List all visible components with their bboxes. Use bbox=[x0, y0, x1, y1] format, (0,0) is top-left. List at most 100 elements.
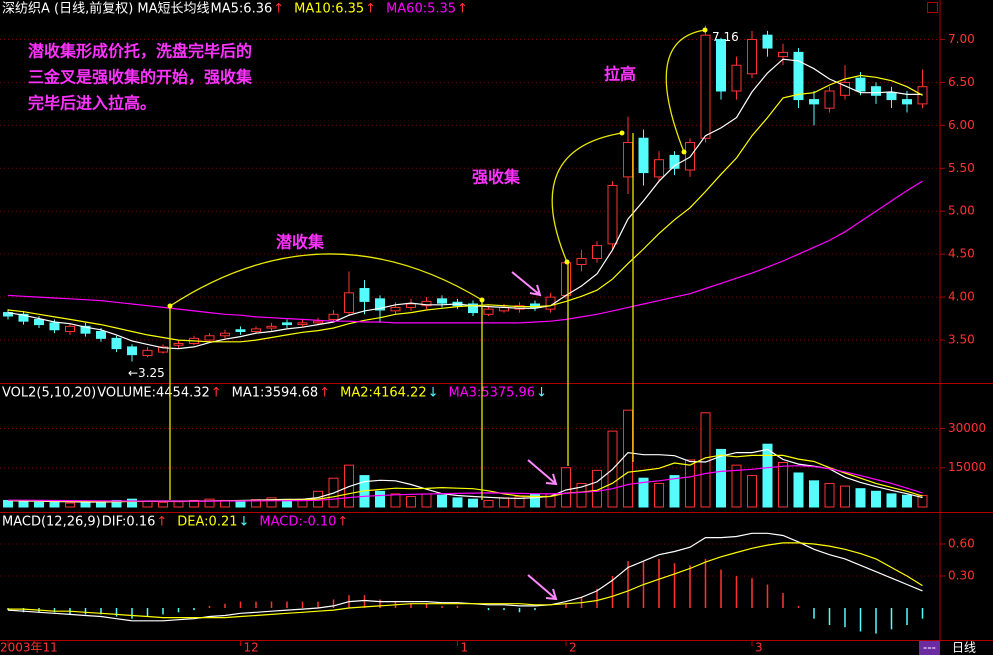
dot bbox=[167, 303, 173, 309]
high-label: 7.16 bbox=[712, 30, 739, 44]
candle-body bbox=[406, 303, 416, 308]
volume-bar bbox=[282, 499, 292, 508]
volume-bar bbox=[778, 462, 788, 508]
line-series bbox=[7, 74, 923, 343]
candle-body bbox=[359, 288, 370, 302]
note-line: 完毕后进入拉高。 bbox=[28, 94, 156, 113]
period-button-label[interactable]: --- bbox=[923, 641, 936, 655]
period-label[interactable]: 日线 bbox=[952, 641, 976, 655]
legend-entry: DEA:0.21 bbox=[177, 515, 237, 530]
dot bbox=[681, 149, 687, 155]
volume-bar bbox=[483, 499, 494, 508]
volume-bar bbox=[421, 493, 432, 508]
y-tick-label: 7.00 bbox=[948, 32, 975, 46]
candle-body bbox=[282, 322, 292, 326]
candle-body bbox=[654, 159, 664, 178]
candle-body bbox=[3, 312, 13, 317]
line-series bbox=[8, 542, 923, 619]
volume-bar bbox=[127, 498, 137, 508]
volume-bar bbox=[158, 501, 168, 508]
chart-title: MACD(12,26,9) bbox=[2, 515, 101, 530]
line-series bbox=[7, 58, 923, 350]
volume-bar bbox=[173, 501, 184, 508]
candle-body bbox=[142, 349, 153, 357]
x-tick-label: 2003年11 bbox=[0, 641, 58, 655]
volume-bar bbox=[3, 499, 13, 508]
volume-bar bbox=[685, 459, 695, 508]
candle-body bbox=[809, 99, 819, 105]
phase-label: 拉高 bbox=[604, 65, 636, 84]
dot bbox=[702, 27, 708, 33]
volume-bar bbox=[809, 480, 819, 508]
volume-bar bbox=[716, 448, 726, 508]
volume-bar bbox=[793, 472, 804, 508]
volume-bar bbox=[142, 500, 153, 508]
candle-body bbox=[34, 318, 44, 326]
candle-body bbox=[111, 337, 122, 350]
candle-body bbox=[483, 308, 494, 315]
candle-body bbox=[65, 325, 75, 332]
candle-body bbox=[700, 34, 711, 139]
candle-body bbox=[731, 64, 742, 92]
candle-body bbox=[96, 330, 106, 339]
chart-title: VOL2(5,10,20) bbox=[2, 386, 96, 401]
y-tick-label: 15000 bbox=[948, 460, 986, 474]
legend-entry: VOLUME:4454.32 bbox=[97, 386, 210, 401]
candle-body bbox=[204, 335, 215, 341]
volume-bar bbox=[576, 482, 587, 508]
legend-arrow: ↑ bbox=[156, 515, 167, 530]
candle-body bbox=[235, 329, 246, 332]
candle-body bbox=[437, 298, 447, 304]
volume-bar bbox=[654, 482, 664, 508]
phase-label: 潜收集 bbox=[276, 233, 325, 252]
legend-arrow: ↑ bbox=[273, 2, 284, 17]
legend-entry: DIF:0.16 bbox=[102, 515, 156, 530]
candle-body bbox=[793, 51, 804, 101]
candle-body bbox=[886, 92, 897, 101]
note-line: 潜收集形成价托，洗盘完毕后的 bbox=[28, 42, 252, 61]
curve bbox=[551, 132, 623, 263]
y-tick-label: 3.50 bbox=[948, 333, 975, 347]
pointer-arrow bbox=[527, 574, 558, 601]
volume-bar bbox=[747, 475, 757, 508]
curve bbox=[169, 253, 483, 307]
volume-bar bbox=[375, 490, 385, 508]
volume-bar bbox=[871, 490, 881, 508]
y-tick-label: 0.60 bbox=[948, 537, 975, 551]
volume-bar bbox=[499, 497, 509, 508]
candle-body bbox=[220, 332, 230, 337]
candle-body bbox=[716, 38, 726, 92]
volume-bar bbox=[762, 443, 773, 508]
candle-body bbox=[762, 34, 773, 49]
x-tick-label: 12 bbox=[244, 641, 259, 655]
volume-bar bbox=[452, 497, 463, 508]
pointer-arrow bbox=[511, 271, 542, 297]
candle-body bbox=[173, 342, 184, 346]
candle-body bbox=[421, 300, 432, 307]
y-tick-label: 0.30 bbox=[948, 569, 975, 583]
window-icon[interactable] bbox=[927, 2, 938, 13]
low-label: ←3.25 bbox=[128, 366, 165, 380]
period-button[interactable] bbox=[919, 641, 940, 655]
candle-body bbox=[514, 305, 525, 310]
volume-bar bbox=[437, 494, 447, 508]
volume-bar bbox=[390, 493, 401, 508]
candle-body bbox=[127, 346, 137, 356]
candle-body bbox=[344, 292, 354, 314]
candle-body bbox=[871, 86, 881, 96]
line-series bbox=[7, 532, 923, 622]
candle-body bbox=[840, 81, 850, 96]
curve bbox=[665, 29, 706, 153]
candle-body bbox=[747, 38, 757, 75]
volume-bar bbox=[824, 482, 835, 508]
candle-body bbox=[251, 328, 261, 332]
volume-bar bbox=[406, 496, 416, 508]
candle-body bbox=[824, 90, 835, 109]
volume-bar bbox=[886, 493, 897, 508]
x-tick-label: 2 bbox=[569, 641, 577, 655]
y-tick-label: 30000 bbox=[948, 421, 986, 435]
candle-body bbox=[158, 346, 168, 353]
frame bbox=[0, 0, 993, 641]
candle-body bbox=[80, 325, 91, 334]
